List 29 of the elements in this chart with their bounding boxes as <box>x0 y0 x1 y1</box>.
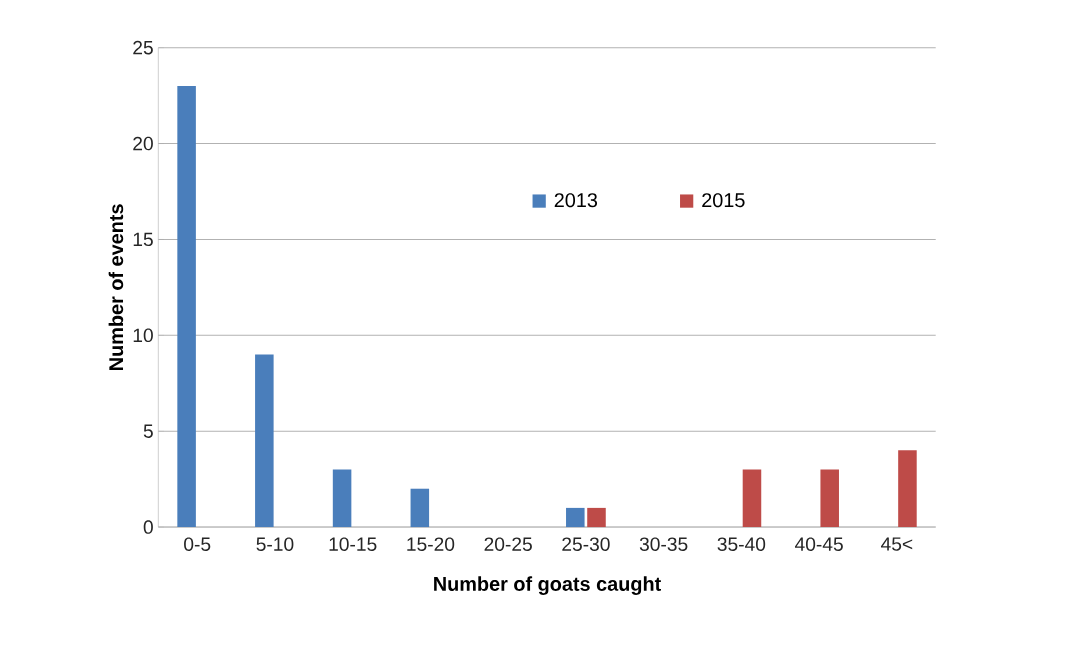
bar <box>587 507 606 527</box>
x-tick-label: 35-40 <box>717 537 766 551</box>
y-axis-title: Number of events <box>108 204 124 370</box>
bar <box>410 488 430 527</box>
bar <box>332 469 352 527</box>
bar <box>566 507 585 527</box>
y-tick-label: 25 <box>133 40 153 55</box>
x-axis-title: Number of goats caught <box>434 576 661 595</box>
x-tick-label: 25-30 <box>562 537 610 551</box>
bar <box>898 450 917 527</box>
y-tick-label: 10 <box>133 328 153 343</box>
bar <box>255 354 274 527</box>
y-tick-label: 15 <box>133 232 153 247</box>
x-tick-label: 10-15 <box>329 537 377 551</box>
y-tick-label: 20 <box>133 136 153 151</box>
bar <box>820 469 839 527</box>
legend-label: 2015 <box>702 193 745 208</box>
y-tick-label: 0 <box>143 520 153 534</box>
bar <box>177 85 196 527</box>
x-tick-label: 40-45 <box>794 537 843 551</box>
x-tick-label: 45< <box>881 537 913 551</box>
legend-label: 2013 <box>554 193 598 208</box>
x-tick-label: 30-35 <box>639 537 688 551</box>
y-tick-label: 5 <box>143 424 153 438</box>
x-tick-label: 5-10 <box>256 537 294 551</box>
x-tick-label: 0-5 <box>184 537 211 551</box>
x-tick-label: 15-20 <box>407 537 455 551</box>
x-tick-label: 20-25 <box>484 537 532 551</box>
bar <box>742 469 762 527</box>
